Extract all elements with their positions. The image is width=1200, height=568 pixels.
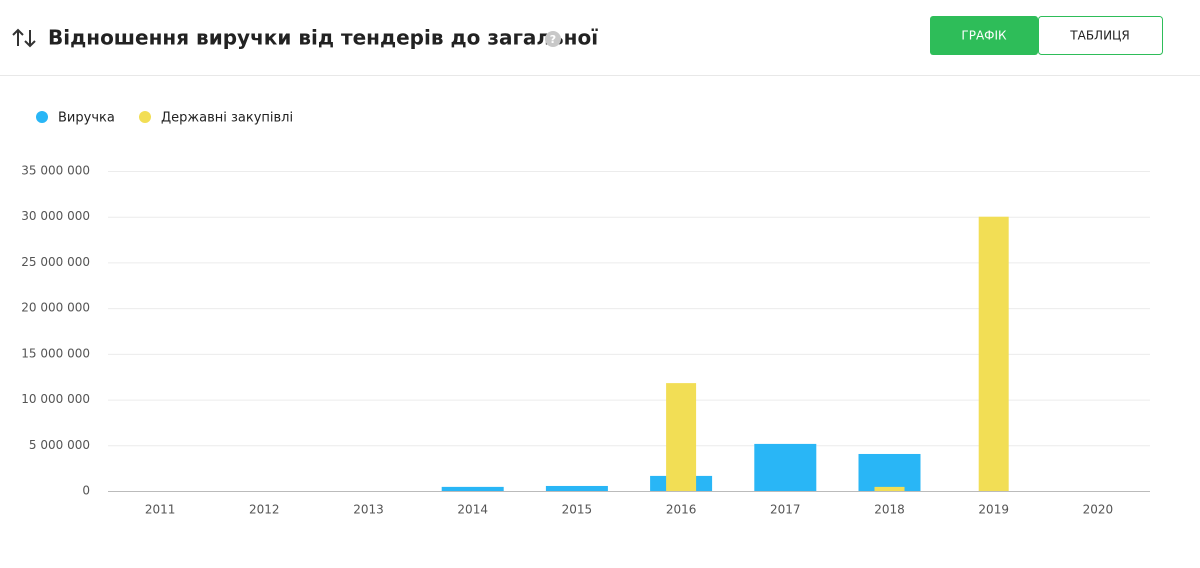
x-tick-label: 2014	[457, 503, 488, 517]
chart-button-label[interactable]: ГРАФІК	[961, 29, 1007, 43]
table-button-label[interactable]: ТАБЛИЦЯ	[1069, 29, 1129, 43]
x-tick-label: 2017	[770, 503, 801, 517]
x-tick-label: 2012	[249, 503, 280, 517]
x-tick-label: 2019	[978, 503, 1009, 517]
x-tick-label: 2016	[666, 503, 697, 517]
legend-marker	[139, 111, 151, 123]
sort-icon	[12, 28, 36, 48]
table-button[interactable]	[1038, 16, 1163, 55]
bar	[874, 486, 905, 491]
x-tick-label: 2015	[562, 503, 593, 517]
y-tick-label: 25 000 000	[21, 255, 90, 269]
y-tick-label: 0	[82, 484, 90, 498]
bar	[666, 383, 697, 491]
legend-label: Виручка	[58, 111, 115, 126]
bar	[978, 216, 1009, 491]
x-tick-label: 2020	[1083, 503, 1114, 517]
bar	[858, 453, 921, 491]
chart-title: Відношення виручки від тендерів до загал…	[48, 26, 598, 50]
y-tick-label: 15 000 000	[21, 346, 90, 360]
x-tick-label: 2018	[874, 503, 905, 517]
legend-marker	[36, 111, 48, 123]
bar	[545, 485, 608, 491]
bar	[754, 443, 817, 491]
help-icon[interactable]: ?	[545, 31, 561, 47]
x-tick-label: 2011	[145, 503, 176, 517]
y-tick-label: 30 000 000	[21, 209, 90, 223]
svg-text:?: ?	[550, 33, 556, 46]
y-tick-label: 5 000 000	[29, 438, 90, 452]
y-tick-label: 10 000 000	[21, 392, 90, 406]
x-tick-label: 2013	[353, 503, 384, 517]
bar	[441, 486, 504, 491]
y-tick-label: 35 000 000	[21, 164, 90, 178]
chart-button[interactable]	[930, 16, 1038, 55]
y-tick-label: 20 000 000	[21, 301, 90, 315]
legend-label: Державні закупівлі	[161, 111, 293, 126]
